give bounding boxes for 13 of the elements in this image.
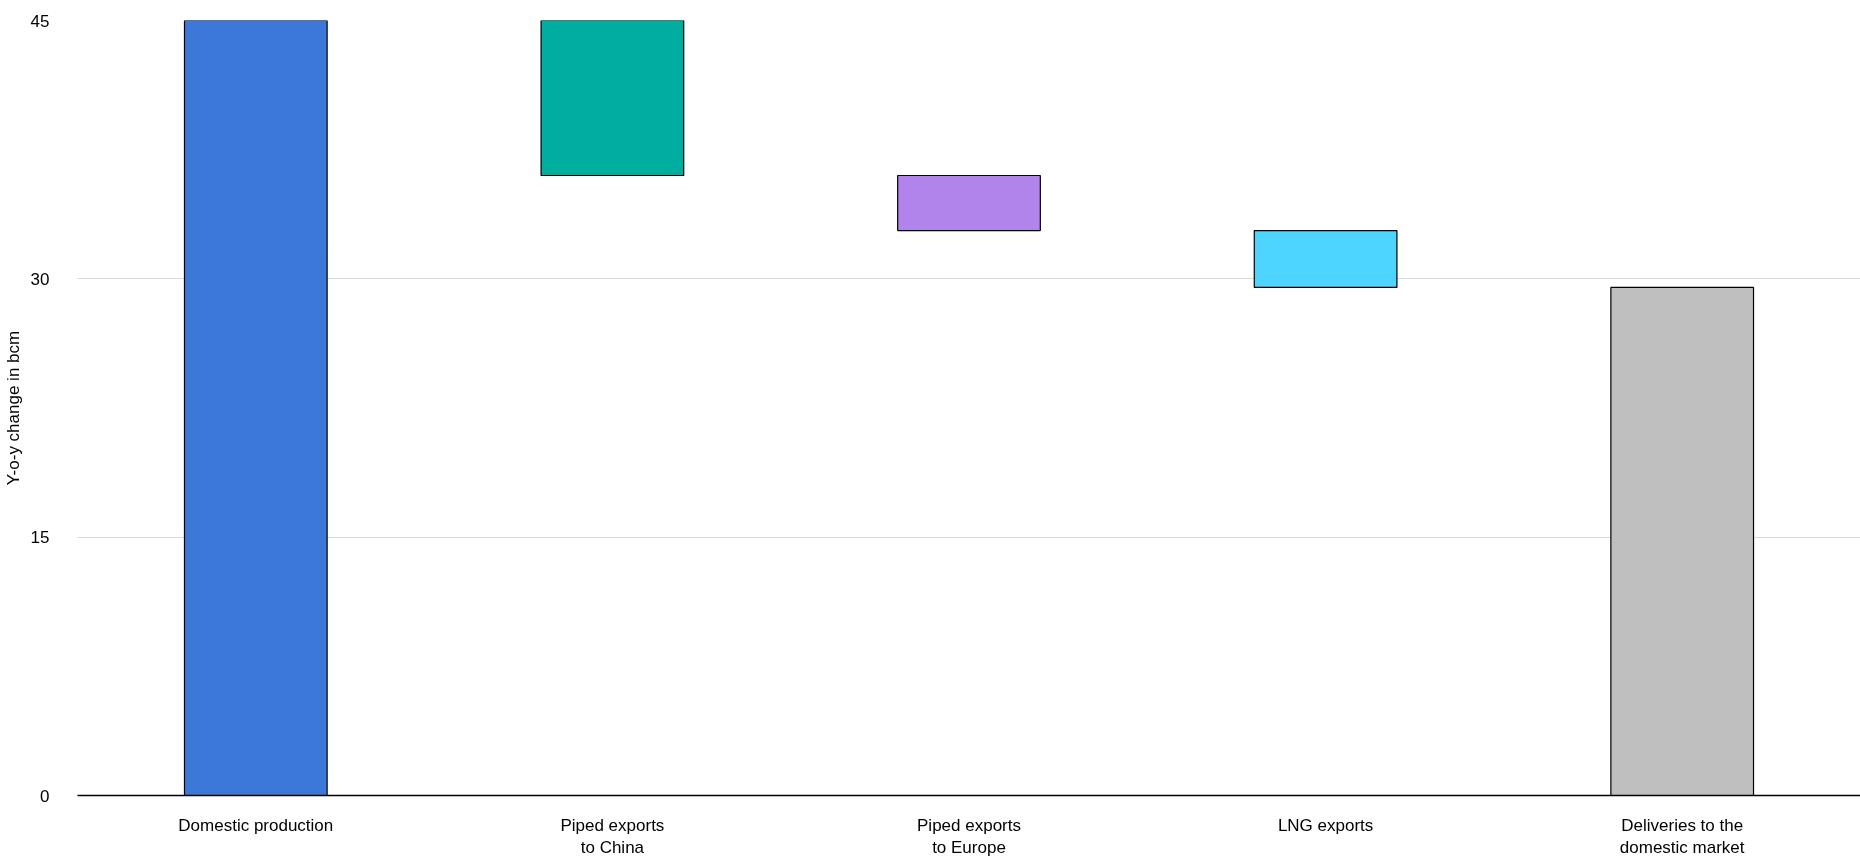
x-tick-label: Deliveries to the domestic market (1619, 815, 1745, 858)
y-tick-label: 0 (40, 786, 50, 806)
bar (897, 174, 1041, 232)
y-tick-label: 45 (30, 11, 50, 31)
x-tick-label: Domestic production (178, 815, 334, 835)
bar (540, 20, 685, 177)
x-tick-label: Piped exports to China (560, 815, 665, 858)
x-tick-label: Piped exports to Europe (917, 815, 1021, 858)
bar (1253, 230, 1398, 289)
y-tick-label: 30 (30, 269, 50, 289)
y-tick-label: 15 (30, 528, 50, 548)
x-tick-label: LNG exports (1277, 815, 1374, 835)
y-axis-title: Y-o-y change in bcm (3, 330, 23, 486)
